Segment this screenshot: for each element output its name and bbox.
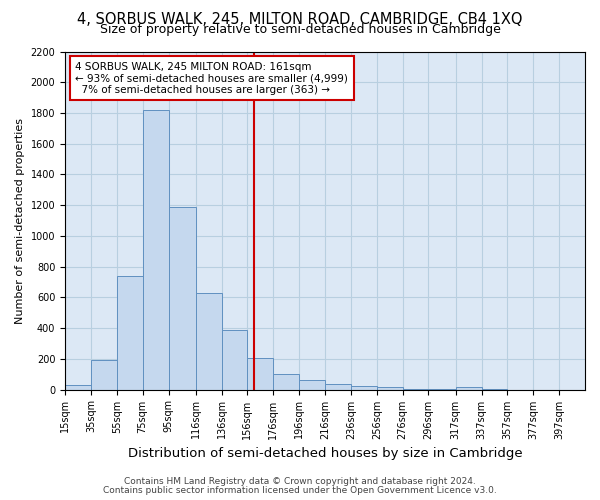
Bar (299, 380, 325, 390)
Bar (351, 386, 377, 390)
Bar (143, 110, 169, 390)
Bar (428, 389, 455, 390)
Text: 4 SORBUS WALK, 245 MILTON ROAD: 161sqm
← 93% of semi-detached houses are smaller: 4 SORBUS WALK, 245 MILTON ROAD: 161sqm ←… (76, 62, 349, 95)
Bar (196, 293, 221, 390)
Bar (455, 388, 482, 390)
Bar (91, 360, 117, 390)
Bar (169, 206, 196, 390)
Text: 4, SORBUS WALK, 245, MILTON ROAD, CAMBRIDGE, CB4 1XQ: 4, SORBUS WALK, 245, MILTON ROAD, CAMBRI… (77, 12, 523, 28)
X-axis label: Distribution of semi-detached houses by size in Cambridge: Distribution of semi-detached houses by … (128, 447, 523, 460)
Bar (117, 276, 143, 390)
Bar (377, 388, 403, 390)
Bar (482, 389, 508, 390)
Bar (403, 389, 428, 390)
Bar (273, 374, 299, 390)
Bar (221, 330, 247, 390)
Text: Contains HM Land Registry data © Crown copyright and database right 2024.: Contains HM Land Registry data © Crown c… (124, 477, 476, 486)
Y-axis label: Number of semi-detached properties: Number of semi-detached properties (15, 118, 25, 324)
Text: Contains public sector information licensed under the Open Government Licence v3: Contains public sector information licen… (103, 486, 497, 495)
Bar (325, 384, 351, 390)
Text: Size of property relative to semi-detached houses in Cambridge: Size of property relative to semi-detach… (100, 22, 500, 36)
Bar (247, 358, 273, 390)
Bar (65, 385, 91, 390)
